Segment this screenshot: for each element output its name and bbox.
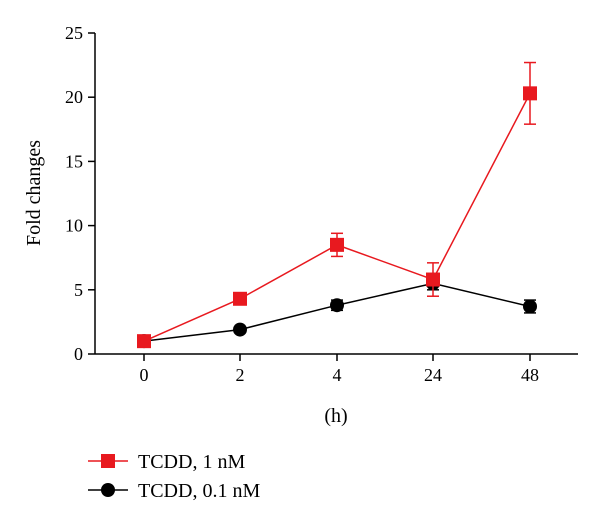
x-tick-label: 24: [424, 365, 442, 385]
x-ticks: 0 2 4 24 48: [140, 354, 539, 385]
legend-item-tcdd-1nm: TCDD, 1 nM: [88, 451, 245, 473]
legend: TCDD, 1 nM TCDD, 0.1 nM: [88, 451, 260, 502]
legend-square-marker: [101, 454, 115, 468]
data-point-circle: [523, 299, 537, 314]
x-tick-label: 48: [521, 365, 539, 385]
y-tick-label: 20: [65, 87, 83, 107]
y-tick-label: 15: [65, 151, 83, 171]
series-tcdd-1nm: [137, 61, 537, 349]
y-tick-label: 5: [74, 280, 83, 300]
legend-label: TCDD, 1 nM: [138, 451, 245, 473]
legend-circle-marker: [101, 483, 115, 497]
y-tick-label: 10: [65, 216, 83, 236]
data-point-square: [523, 86, 537, 101]
x-tick-label: 2: [236, 365, 245, 385]
data-point-square: [330, 237, 344, 252]
data-point-square: [426, 272, 440, 287]
x-axis-title: (h): [324, 405, 347, 427]
series-line: [143, 282, 531, 342]
y-tick-label: 0: [74, 344, 83, 364]
legend-item-tcdd-0-1nm: TCDD, 0.1 nM: [88, 480, 260, 502]
data-point-square: [137, 334, 151, 349]
legend-label: TCDD, 0.1 nM: [138, 480, 260, 502]
y-axis-title: Fold changes: [23, 140, 45, 246]
series-tcdd-0-1nm: [137, 276, 537, 349]
y-ticks: 0 5 10 15 20 25: [65, 23, 95, 364]
data-point-circle: [233, 322, 247, 337]
x-tick-label: 0: [140, 365, 149, 385]
data-point-circle: [330, 298, 344, 313]
data-point-square: [233, 291, 247, 306]
y-tick-label: 25: [65, 23, 83, 43]
x-tick-label: 4: [333, 365, 342, 385]
series-layer: [137, 61, 537, 349]
